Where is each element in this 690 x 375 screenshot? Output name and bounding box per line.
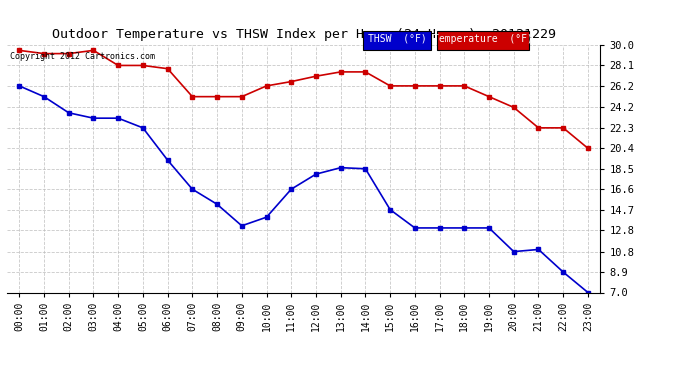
FancyBboxPatch shape bbox=[363, 32, 431, 50]
FancyBboxPatch shape bbox=[437, 32, 529, 50]
Text: Temperature  (°F): Temperature (°F) bbox=[433, 34, 533, 44]
Title: Outdoor Temperature vs THSW Index per Hour (24 Hours)  20121229: Outdoor Temperature vs THSW Index per Ho… bbox=[52, 28, 555, 41]
Text: Copyright 2012 Cartronics.com: Copyright 2012 Cartronics.com bbox=[10, 53, 155, 62]
Text: THSW  (°F): THSW (°F) bbox=[368, 34, 426, 44]
